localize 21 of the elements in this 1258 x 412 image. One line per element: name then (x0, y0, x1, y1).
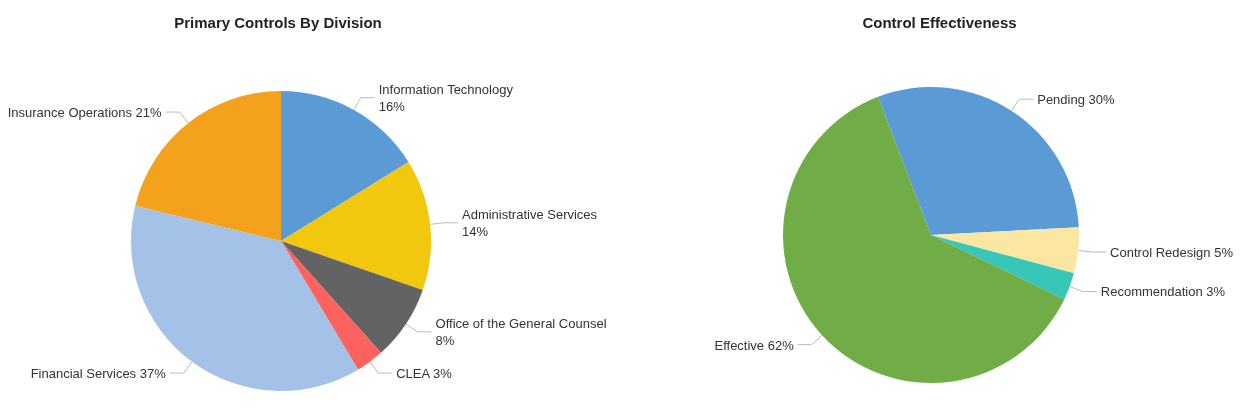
slice-label: Control Redesign 5% (1110, 244, 1234, 260)
slice-label: Information Technology (378, 81, 514, 97)
slice-label: Pending 30% (1037, 92, 1116, 108)
pie-slice (135, 91, 281, 241)
slice-label: Administrative Services (461, 206, 598, 222)
data-label: 16% (378, 98, 406, 114)
pie-slice (281, 161, 431, 291)
data-label: 14% (461, 223, 489, 239)
slice-label: Effective 62% (714, 337, 795, 353)
pie-slice (281, 241, 382, 370)
pie-slice (931, 227, 1079, 274)
pie-slice (931, 235, 1074, 300)
chart-title: Primary Controls By Division (173, 14, 383, 31)
slice-label: Recommendation 3% (1100, 284, 1226, 300)
slice-label: Financial Services 37% (30, 366, 167, 382)
slice-label: CLEA 3% (396, 366, 453, 382)
slice-label: Insurance Operations 21% (7, 105, 163, 121)
chart-title: Control Effectiveness (861, 14, 1018, 31)
data-label: 8% (435, 332, 455, 348)
pie-slice (281, 241, 423, 353)
slice-label: Office of the General Counsel (435, 315, 607, 331)
